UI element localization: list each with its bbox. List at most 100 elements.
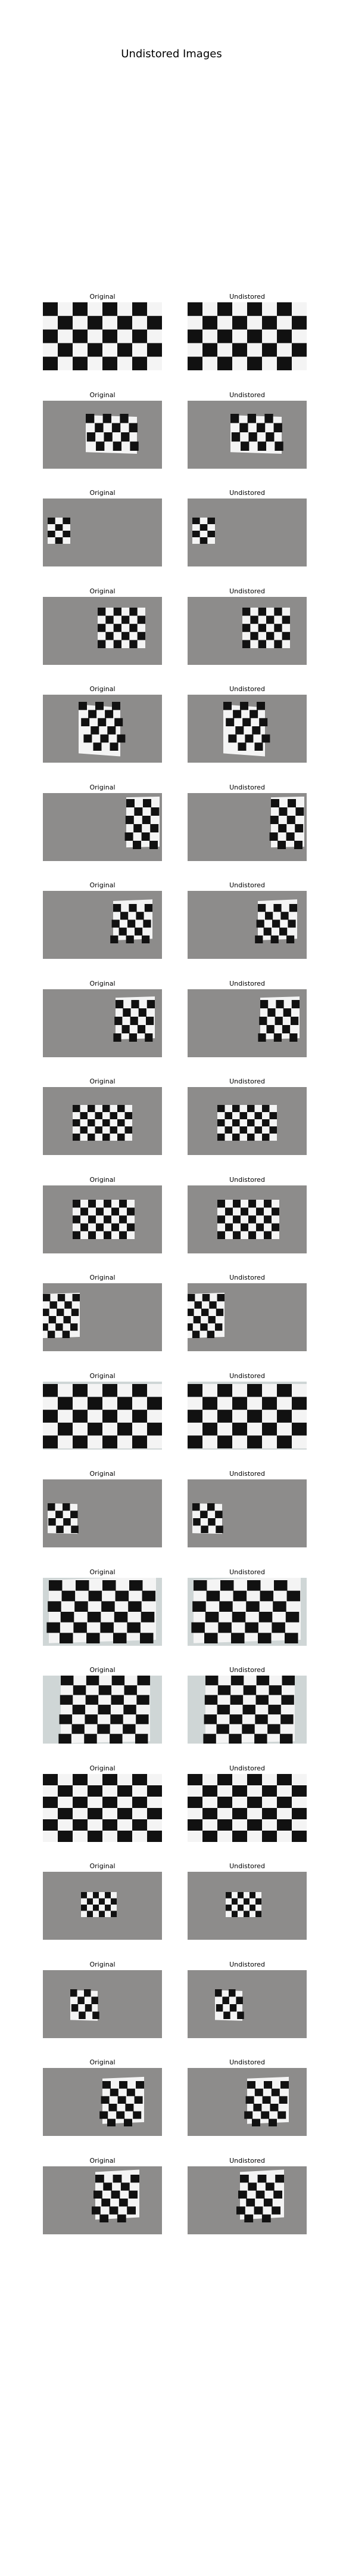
board-square [247, 413, 256, 423]
checkerboard [192, 518, 215, 544]
undistorted-label: Undistored [229, 1175, 265, 1184]
board-square [274, 607, 282, 616]
board-square [238, 1892, 244, 1899]
board-square [49, 1580, 63, 1591]
board-square [223, 702, 232, 710]
checkerboard [191, 1577, 301, 1643]
checkerboard [215, 1989, 244, 2021]
board-square [275, 2174, 284, 2182]
board-square [262, 1119, 270, 1126]
board-square [124, 2119, 132, 2126]
board-square [225, 1207, 233, 1215]
original-label: Original [89, 1175, 116, 1184]
board-square [204, 1632, 218, 1643]
board-square [224, 1112, 232, 1119]
checkerboard-photo [43, 596, 162, 665]
board-square [188, 1796, 202, 1808]
board-square [124, 832, 133, 841]
board-square [130, 1016, 138, 1025]
board-square [282, 631, 290, 640]
board-square [114, 718, 123, 726]
board-square [58, 1785, 73, 1797]
board-square [192, 518, 200, 524]
board-square [87, 1898, 93, 1905]
board-square [92, 2206, 101, 2215]
board-square [207, 1503, 215, 1511]
board-square [262, 1785, 277, 1797]
board-square [256, 919, 264, 928]
board-square [216, 2004, 223, 2011]
board-square [277, 1773, 292, 1785]
board-square [282, 615, 290, 624]
board-light-area [215, 1989, 242, 2021]
original-label: Original [89, 2058, 116, 2066]
board-square [88, 1397, 102, 1410]
undistorted-image [188, 989, 307, 1057]
board-square [117, 1105, 125, 1112]
board-square [132, 302, 147, 316]
board-square [202, 1397, 217, 1410]
board-square [266, 1024, 275, 1033]
board-square [98, 623, 106, 632]
board-square [229, 1989, 236, 1996]
board-square [43, 1323, 48, 1331]
board-square [117, 1830, 132, 1842]
board-square [145, 1033, 153, 1042]
board-square [277, 840, 286, 849]
checkerboard-photo [43, 1087, 162, 1155]
board-square [247, 1580, 261, 1591]
board-square [232, 1105, 240, 1112]
board-square [129, 904, 137, 912]
checkerboard-photo [188, 1283, 307, 1351]
board-square [200, 1510, 208, 1518]
board-square [57, 1294, 66, 1302]
board-square [73, 357, 88, 370]
board-square [48, 518, 55, 524]
board-square [59, 1714, 73, 1724]
board-square [269, 1685, 282, 1695]
board-square [58, 1807, 73, 1819]
board-square [99, 2214, 109, 2222]
board-square [119, 2198, 128, 2206]
board-square [113, 623, 121, 632]
board-square [263, 927, 272, 936]
board-square [232, 1898, 238, 1905]
original-label: Original [89, 1862, 116, 1870]
checkerboard [124, 796, 160, 849]
board-square [231, 1632, 245, 1643]
board-square [129, 1580, 143, 1591]
board-square [247, 1819, 262, 1831]
board-square [56, 1525, 64, 1533]
checkerboard [48, 518, 70, 544]
board-square [129, 623, 138, 632]
board-square [132, 1383, 147, 1397]
board-square [83, 734, 92, 743]
board-square [117, 2096, 126, 2104]
board-square [248, 432, 257, 441]
board-square [142, 815, 151, 824]
board-square [217, 1685, 231, 1695]
board-square [258, 607, 266, 616]
board-square [80, 1126, 88, 1134]
board-square [143, 919, 151, 928]
checkerboard-photo [188, 302, 307, 370]
board-square [279, 1733, 293, 1744]
checkerboard [43, 302, 162, 370]
board-square [277, 1383, 292, 1397]
board-square [137, 1024, 146, 1033]
board-square [73, 1383, 88, 1397]
board-square [205, 1611, 219, 1623]
board-square [141, 832, 150, 841]
board-square [141, 1611, 155, 1623]
board-square [261, 2111, 270, 2119]
board-square [271, 798, 279, 807]
checkerboard [188, 1383, 307, 1448]
undistorted-label: Undistored [229, 783, 265, 791]
checkerboard [99, 2076, 144, 2126]
board-square [217, 1773, 232, 1785]
original-image [43, 1970, 162, 2038]
board-square [262, 315, 277, 330]
board-square [260, 999, 269, 1008]
board-square [223, 2011, 230, 2019]
board-square [126, 798, 135, 807]
